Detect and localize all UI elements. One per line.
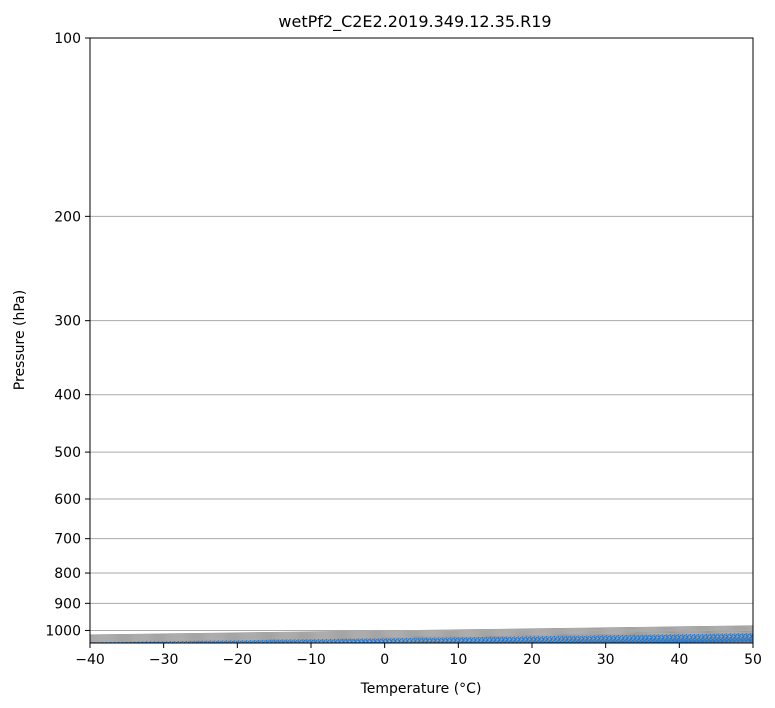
isotherm-line — [752, 642, 753, 643]
y-tick-label: 100 — [54, 31, 81, 47]
x-tick-label: 0 — [380, 652, 389, 668]
x-tick-label: 30 — [597, 652, 615, 668]
y-tick-label: 300 — [54, 314, 81, 330]
y-tick-label: 900 — [54, 596, 81, 612]
y-axis: 100 200 300 400 500 600 700 800 900 1000 — [45, 31, 90, 639]
y-tick-label: 200 — [54, 209, 81, 225]
x-tick-label: 20 — [523, 652, 541, 668]
y-tick-label: 400 — [54, 388, 81, 404]
y-axis-title: Pressure (hPa) — [12, 290, 28, 390]
y-tick-label: 700 — [54, 532, 81, 548]
plot-frame — [89, 37, 754, 644]
x-tick-label: −30 — [149, 652, 179, 668]
x-tick-label: −40 — [75, 652, 105, 668]
x-tick-label: −20 — [223, 652, 253, 668]
x-axis-title: Temperature (°C) — [360, 681, 482, 697]
y-tick-label: 600 — [54, 492, 81, 508]
x-tick-label: 10 — [449, 652, 467, 668]
background-lines — [90, 38, 753, 643]
x-tick-label: 50 — [744, 652, 762, 668]
x-tick-label: 40 — [670, 652, 688, 668]
x-tick-label: −10 — [296, 652, 326, 668]
y-tick-label: 800 — [54, 566, 81, 582]
y-tick-label: 1000 — [45, 623, 81, 639]
plot-background — [90, 38, 753, 643]
x-axis: −40 −30 −20 −10 0 10 20 30 40 50 — [75, 643, 762, 668]
chart-title: wetPf2_C2E2.2019.349.12.35.R19 — [278, 12, 551, 32]
y-tick-label: 500 — [54, 445, 81, 461]
